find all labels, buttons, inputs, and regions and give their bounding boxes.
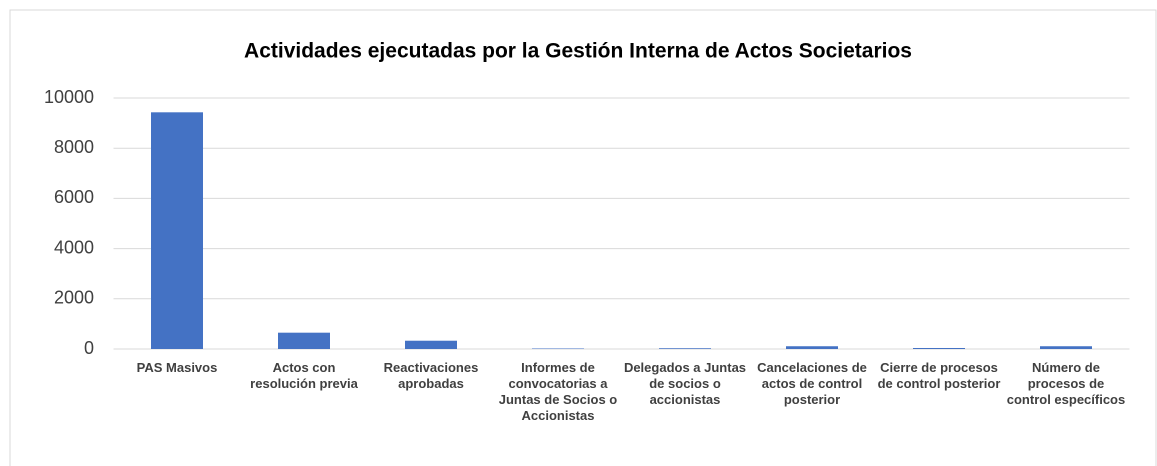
bar [405, 340, 457, 349]
y-tick-label: 8000 [54, 137, 94, 157]
y-tick-label: 0 [84, 338, 94, 358]
bar [659, 348, 711, 349]
x-tick-label: Cierre de procesos de control posterior [877, 360, 1001, 391]
y-tick-label: 10000 [44, 87, 94, 107]
x-tick-label: Delegados a Juntas de socios o accionist… [623, 360, 747, 407]
x-tick-label: PAS Masivos [136, 360, 218, 375]
x-tick-label: Informes de convocatorias a Juntas de So… [498, 360, 618, 423]
bar [913, 347, 965, 349]
x-tick-label: Número de procesos de control específico… [1006, 360, 1126, 407]
y-tick-label: 6000 [54, 187, 94, 207]
bar [278, 332, 330, 349]
x-tick-label: Cancelaciones de actos de control poster… [757, 360, 867, 407]
chart-title: Actividades ejecutadas por la Gestión In… [244, 40, 912, 63]
bar [151, 112, 203, 349]
bar [786, 346, 838, 349]
y-tick-label: 4000 [54, 237, 94, 257]
y-tick-label: 2000 [54, 288, 94, 308]
x-tick-label: Actos con resolución previa [250, 360, 358, 391]
x-tick-label: Reactivaciones aprobadas [383, 360, 479, 391]
bar [532, 348, 584, 349]
bar [1040, 346, 1092, 349]
